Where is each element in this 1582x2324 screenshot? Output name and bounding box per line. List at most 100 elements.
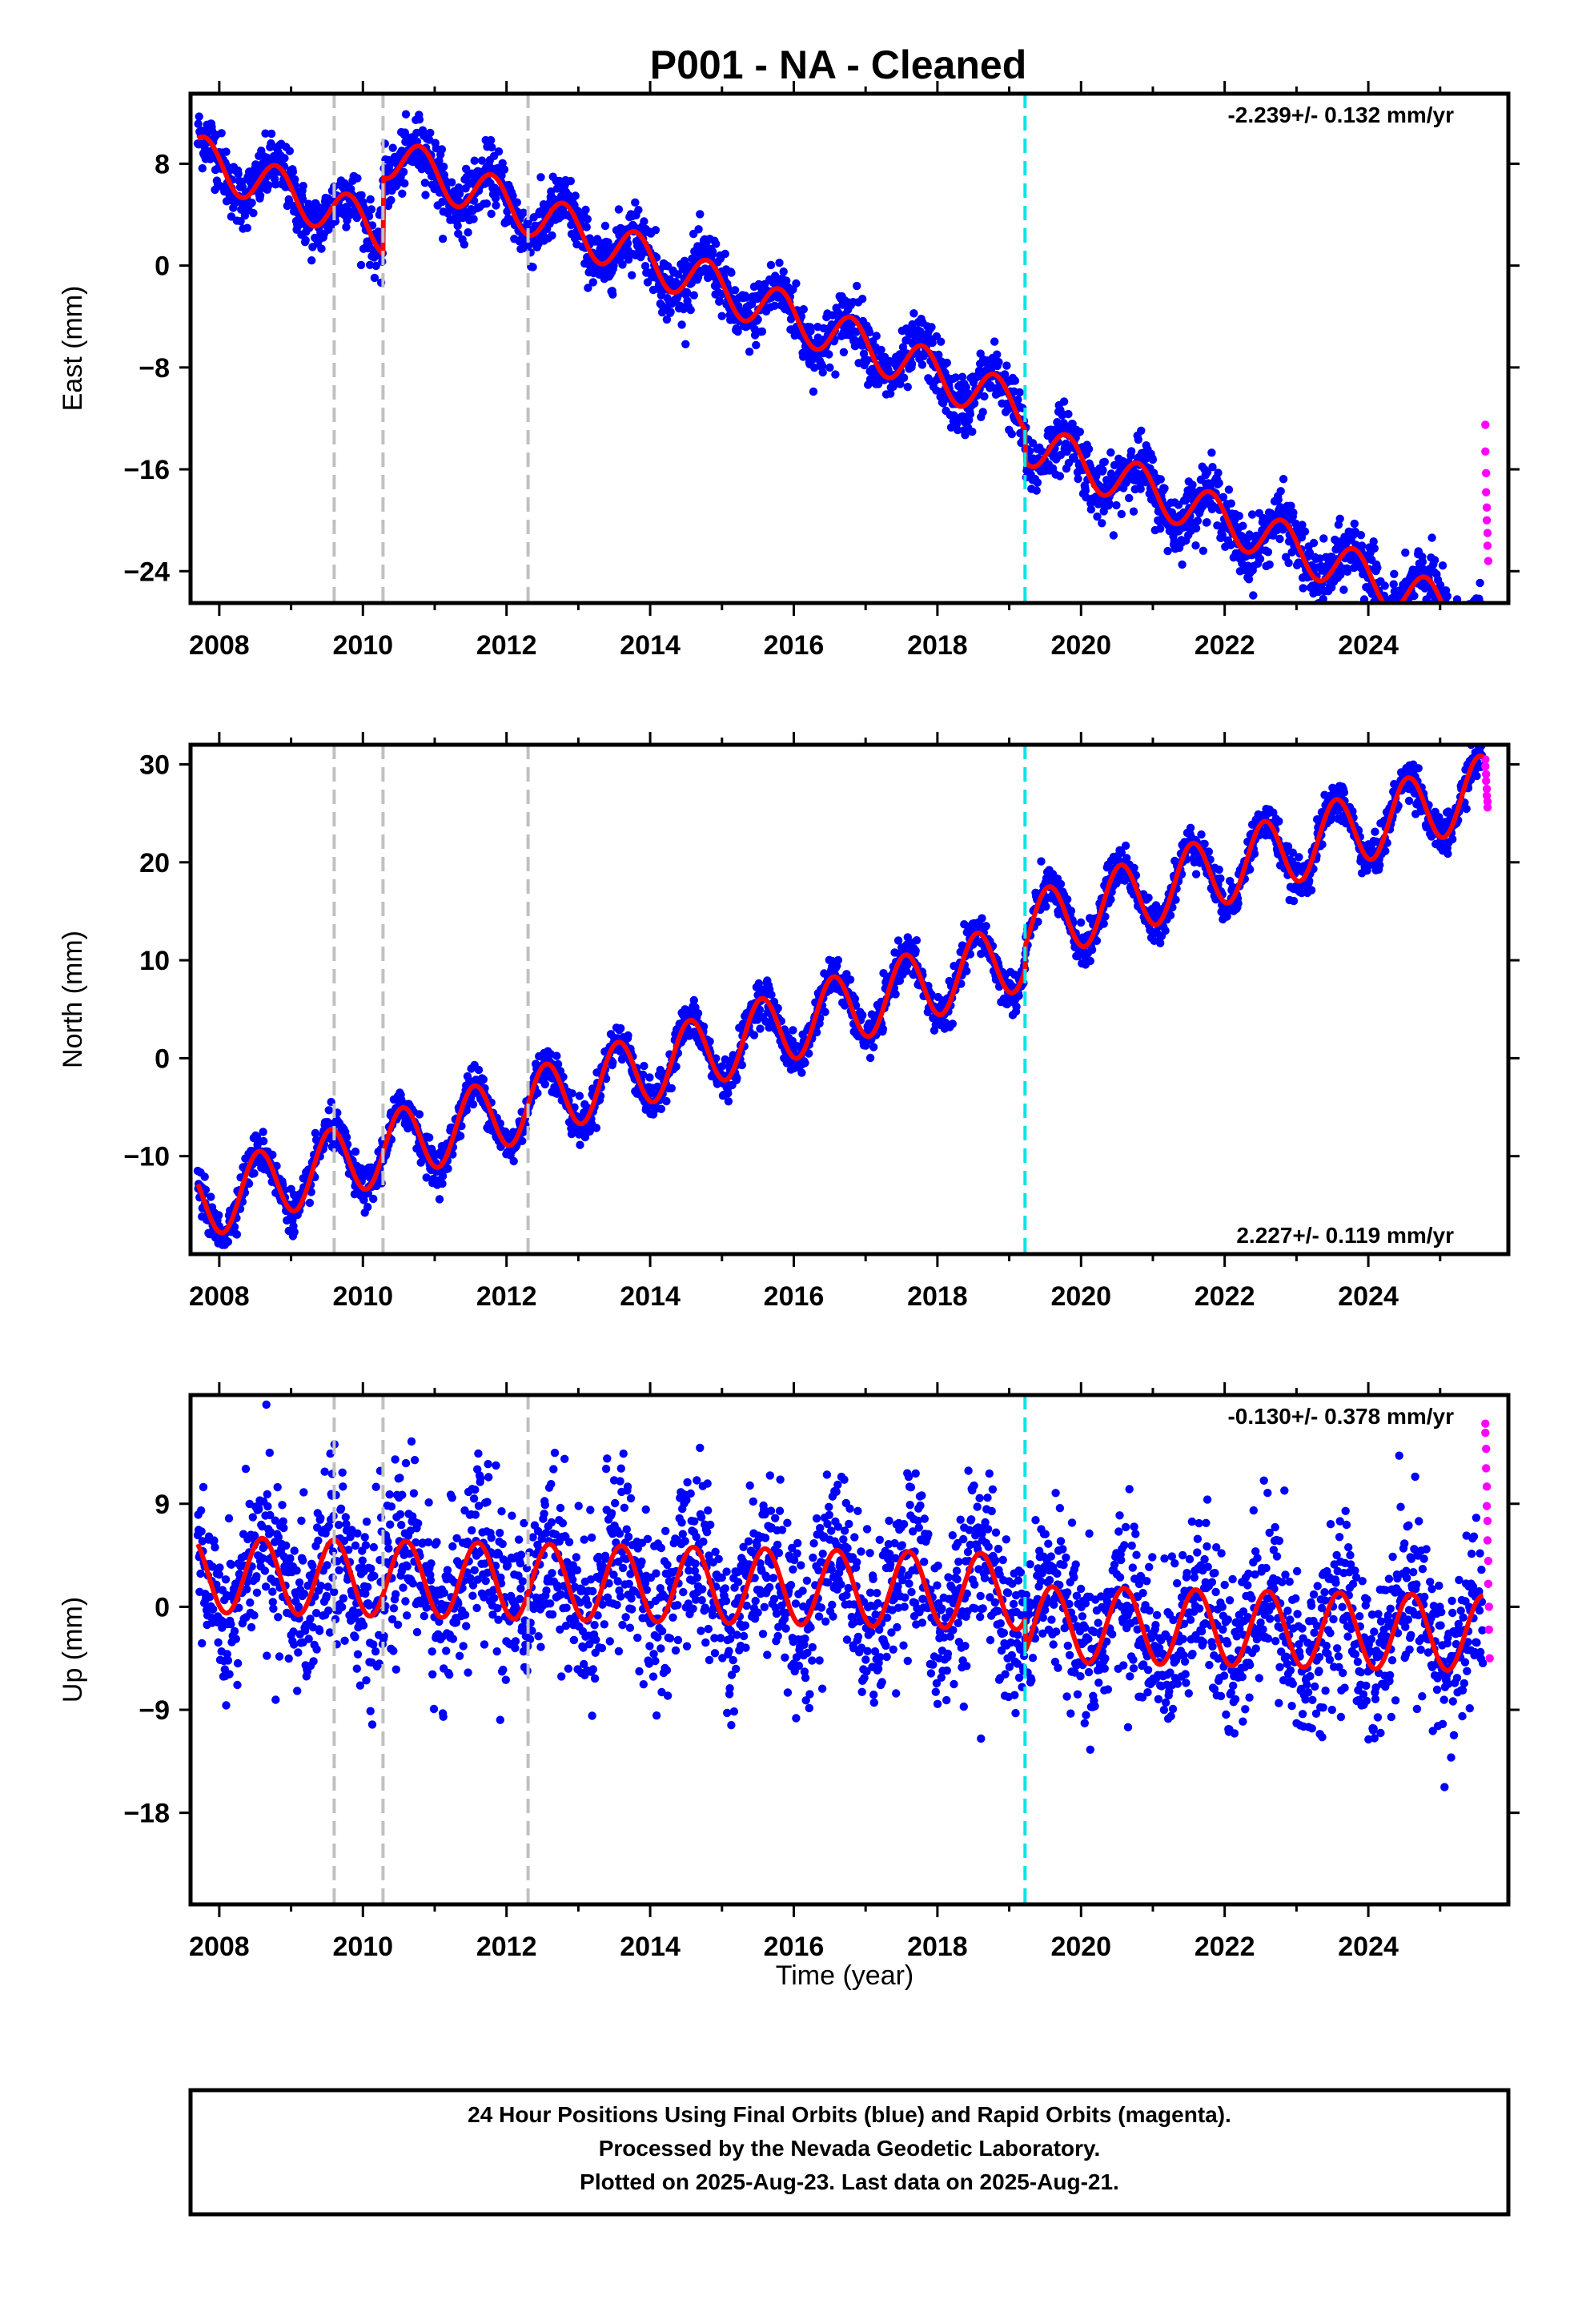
final-point <box>540 1080 549 1089</box>
final-point <box>244 1179 254 1188</box>
final-point <box>1129 507 1138 516</box>
final-point <box>1289 509 1298 517</box>
final-point <box>1235 512 1244 521</box>
final-point <box>1309 538 1319 548</box>
final-point <box>1357 541 1367 550</box>
final-point <box>721 249 729 259</box>
final-point <box>1452 628 1460 636</box>
rapid-point <box>1482 503 1492 512</box>
final-point <box>454 229 463 238</box>
final-point <box>911 947 920 955</box>
final-point <box>1015 388 1024 397</box>
final-point <box>917 360 927 369</box>
final-point <box>1455 632 1463 640</box>
rapid-point <box>1481 468 1491 478</box>
final-point <box>261 129 270 138</box>
final-point <box>1460 641 1468 649</box>
final-point <box>1070 454 1079 463</box>
final-point <box>1160 484 1169 493</box>
final-point <box>770 301 779 310</box>
final-point <box>1418 557 1427 566</box>
final-point <box>366 195 375 204</box>
final-point <box>1463 636 1471 644</box>
final-point <box>1066 907 1076 915</box>
final-orbit-points <box>193 745 1487 1249</box>
final-point <box>1086 505 1096 514</box>
final-point <box>1255 554 1265 564</box>
final-point <box>1098 519 1106 528</box>
final-point <box>1479 621 1487 629</box>
final-point <box>1469 640 1477 648</box>
final-point <box>1356 531 1366 540</box>
final-point <box>1447 620 1455 628</box>
final-point <box>717 312 726 320</box>
final-point <box>426 128 435 138</box>
final-point <box>470 156 479 165</box>
final-point <box>1404 605 1412 613</box>
final-point <box>1456 632 1464 640</box>
final-point <box>696 210 705 219</box>
final-point <box>1427 533 1436 542</box>
final-point <box>1174 501 1183 509</box>
final-point <box>907 360 917 368</box>
final-point <box>264 181 273 190</box>
final-point <box>1443 592 1452 601</box>
final-point <box>469 215 478 223</box>
final-point <box>775 259 784 267</box>
final-point <box>756 1024 765 1033</box>
final-point <box>801 1059 809 1068</box>
final-point <box>271 180 280 189</box>
final-point <box>1454 631 1462 639</box>
final-point <box>412 137 422 146</box>
final-point <box>488 143 496 152</box>
final-point <box>448 178 456 187</box>
final-point <box>1430 556 1439 565</box>
final-point <box>1388 616 1396 624</box>
x-tick-label: 2024 <box>1338 630 1399 661</box>
final-point <box>291 175 299 184</box>
final-point <box>388 143 397 152</box>
final-point <box>614 205 624 214</box>
final-point <box>990 337 999 346</box>
y-tick-label: −24 <box>123 557 170 587</box>
final-point <box>903 383 913 392</box>
final-point <box>592 1124 601 1132</box>
final-point <box>1449 640 1457 648</box>
final-point <box>1319 534 1328 543</box>
final-point <box>1056 879 1066 889</box>
final-point <box>1474 657 1482 665</box>
final-point <box>651 226 661 235</box>
final-point <box>1387 609 1395 617</box>
final-point <box>399 167 408 176</box>
final-point <box>724 1097 733 1106</box>
final-point <box>1387 613 1395 621</box>
final-point <box>1455 620 1463 628</box>
final-point <box>872 332 881 340</box>
final-point <box>891 990 900 999</box>
y-tick-label: 0 <box>155 251 170 282</box>
final-point <box>640 1061 648 1071</box>
final-point <box>1464 630 1472 638</box>
final-point <box>1466 630 1474 638</box>
final-point <box>1464 626 1472 634</box>
final-point <box>421 191 430 199</box>
final-point <box>1467 627 1475 635</box>
final-point <box>1000 370 1010 379</box>
final-point <box>993 350 1002 359</box>
y-tick-label: −8 <box>139 353 170 384</box>
final-point <box>1276 487 1285 496</box>
final-point <box>1451 610 1459 618</box>
final-point <box>954 425 962 435</box>
final-point <box>833 955 843 965</box>
final-point <box>667 1084 676 1093</box>
final-point <box>288 167 298 176</box>
final-point <box>581 205 590 215</box>
final-point <box>797 1068 806 1077</box>
final-point <box>1191 870 1201 879</box>
final-point <box>1188 480 1197 489</box>
final-point <box>1063 895 1072 904</box>
final-point <box>401 110 411 119</box>
final-point <box>582 223 591 231</box>
final-point <box>200 1172 209 1181</box>
